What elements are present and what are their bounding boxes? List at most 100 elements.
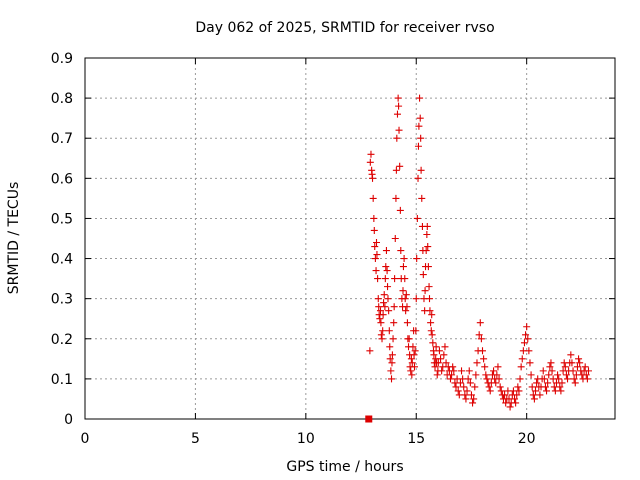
data-point (413, 255, 421, 263)
data-point (438, 367, 446, 375)
data-point (463, 387, 471, 395)
x-axis-label: GPS time / hours (286, 459, 403, 475)
data-point (576, 359, 584, 367)
data-point (569, 367, 577, 375)
data-point (482, 371, 490, 379)
data-point (546, 363, 554, 371)
data-point (416, 114, 424, 122)
data-point (515, 387, 523, 395)
data-point (456, 379, 464, 387)
data-point (483, 375, 491, 383)
data-point (407, 367, 415, 375)
data-point (557, 387, 565, 395)
data-point (386, 343, 394, 351)
data-point (497, 387, 505, 395)
x-tick-label: 5 (191, 431, 200, 447)
data-point (529, 391, 537, 399)
data-point (458, 367, 466, 375)
y-tick-label: 0.9 (51, 51, 73, 67)
data-point (516, 375, 524, 383)
data-point (373, 251, 381, 259)
data-point (525, 347, 533, 355)
data-point (562, 371, 570, 379)
data-point (545, 371, 553, 379)
data-point (429, 339, 437, 347)
data-point (373, 239, 380, 247)
data-point (466, 379, 474, 387)
data-point (388, 351, 396, 359)
x-tick-label: 15 (407, 431, 425, 447)
data-point (392, 166, 400, 174)
data-point (454, 387, 462, 395)
data-point (469, 399, 477, 407)
data-point (387, 367, 395, 375)
data-point (380, 291, 388, 299)
data-point (501, 391, 509, 399)
data-point (573, 363, 581, 371)
data-point (452, 383, 460, 391)
data-point (384, 295, 392, 303)
data-point (422, 247, 430, 255)
data-point (541, 383, 549, 391)
data-point (511, 395, 519, 403)
data-point (389, 335, 397, 343)
data-point (382, 247, 390, 255)
data-point (427, 319, 435, 327)
data-point (477, 335, 485, 343)
data-point (585, 367, 592, 375)
data-point (408, 359, 416, 367)
data-point (495, 375, 503, 383)
data-point (428, 311, 436, 319)
data-point (388, 375, 396, 383)
data-point (558, 379, 566, 387)
data-point (366, 347, 374, 355)
data-point (448, 371, 456, 379)
data-point (450, 367, 458, 375)
data-point (435, 347, 443, 355)
data-point (506, 403, 514, 411)
data-point (415, 122, 423, 130)
data-point (402, 307, 410, 315)
y-tick-label: 0.6 (51, 171, 73, 187)
data-point (417, 134, 425, 142)
data-point (556, 383, 564, 391)
data-point (371, 243, 379, 251)
data-point (532, 387, 539, 395)
data-point (386, 355, 394, 363)
y-axis-label: SRMTID / TECUs (6, 182, 22, 295)
data-point (475, 331, 483, 339)
data-point (407, 355, 415, 363)
x-tick-label: 0 (81, 431, 90, 447)
data-point (418, 194, 426, 202)
data-point (492, 379, 500, 387)
data-point (476, 319, 484, 327)
data-point (401, 295, 409, 303)
data-point (384, 283, 392, 291)
data-point (517, 363, 525, 371)
data-point (378, 335, 386, 343)
data-point (409, 343, 417, 351)
y-tick-label: 0.3 (51, 292, 73, 308)
data-point (581, 363, 589, 371)
data-point (434, 359, 442, 367)
data-point (523, 323, 531, 331)
data-point (376, 307, 384, 315)
data-point (411, 347, 419, 355)
data-point (410, 351, 418, 359)
data-point (416, 94, 424, 102)
data-point (379, 327, 387, 335)
data-point (494, 363, 502, 371)
data-point (425, 283, 433, 291)
data-point (441, 343, 449, 351)
data-point (392, 194, 400, 202)
data-point (408, 371, 416, 379)
axis-ticks: 0 0.1 0.2 0.3 0.4 0.5 0.6 0.7 0.8 0.9 0 5 10 15 20 (51, 51, 615, 447)
data-point (432, 343, 440, 351)
data-point (480, 355, 488, 363)
data-point (371, 255, 379, 263)
data-point (381, 275, 389, 283)
data-point (412, 327, 420, 335)
data-point (514, 383, 522, 391)
data-point (575, 355, 583, 363)
data-point (437, 355, 445, 363)
